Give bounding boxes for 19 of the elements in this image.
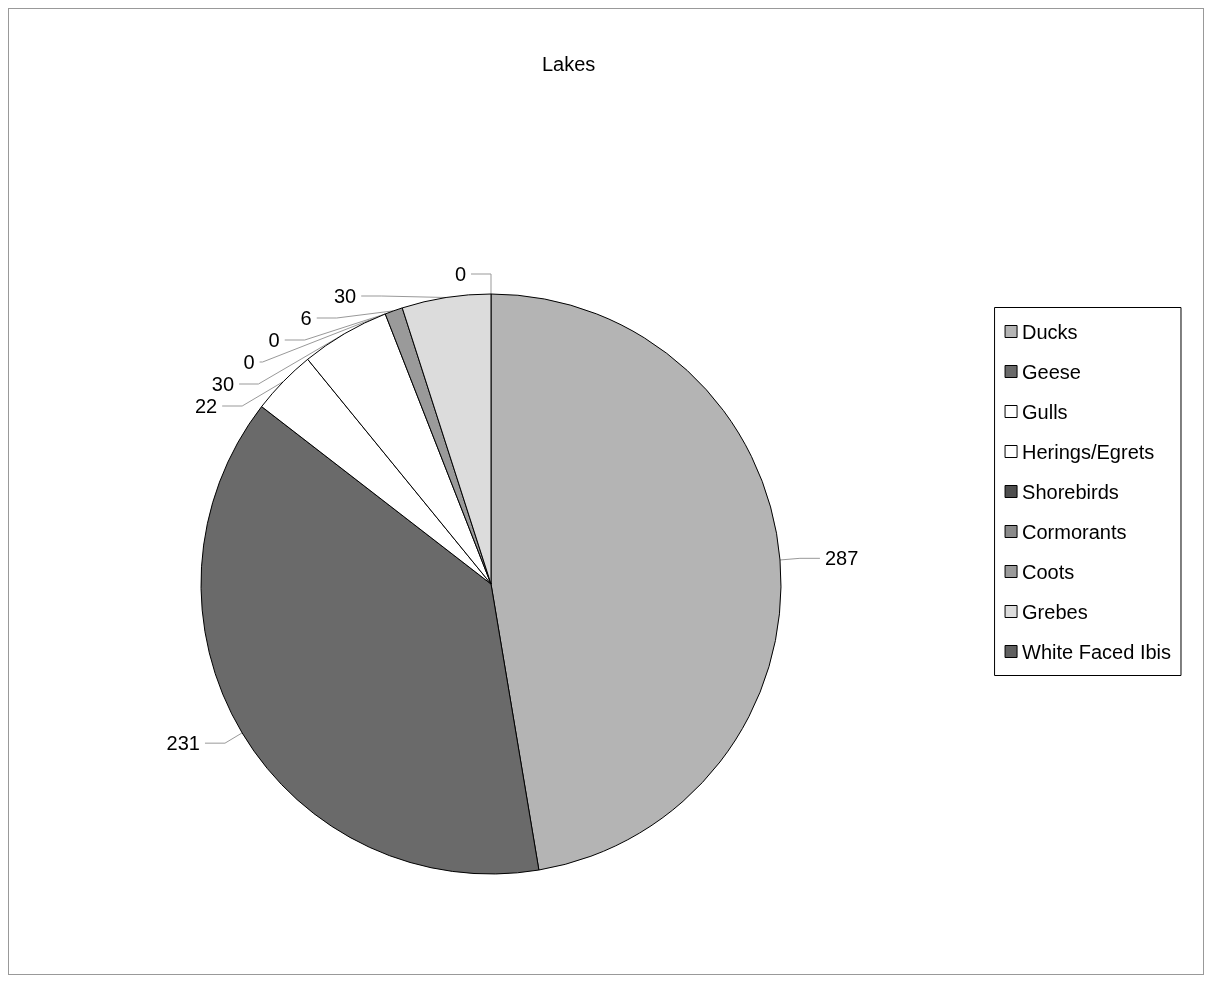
legend-label: Geese bbox=[1022, 360, 1081, 383]
data-label: 30 bbox=[333, 285, 357, 307]
legend-label: Grebes bbox=[1022, 600, 1088, 623]
legend-label: Coots bbox=[1022, 560, 1075, 583]
chart-title: Lakes bbox=[542, 53, 596, 75]
data-label: 22 bbox=[194, 395, 218, 417]
legend-label: White Faced Ibis bbox=[1022, 640, 1172, 663]
text: 0 bbox=[454, 263, 466, 285]
legend-label: Shorebirds bbox=[1022, 480, 1119, 503]
legend-label: Cormorants bbox=[1022, 520, 1127, 543]
legend-label: Herings/Egrets bbox=[1022, 440, 1155, 463]
legend-label: Gulls bbox=[1022, 400, 1068, 423]
data-label: 30 bbox=[211, 373, 235, 395]
text: 0 bbox=[243, 351, 255, 373]
text: 0 bbox=[268, 329, 280, 351]
data-label: 231 bbox=[166, 732, 200, 755]
legend-label: Ducks bbox=[1022, 320, 1078, 343]
data-label: 287 bbox=[824, 547, 859, 570]
data-label: 6 bbox=[300, 307, 312, 329]
